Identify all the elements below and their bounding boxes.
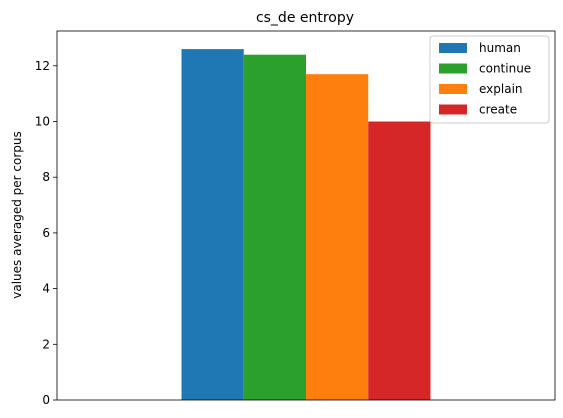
y-axis-label: values averaged per corpus bbox=[10, 131, 24, 299]
legend-swatch-continue bbox=[439, 63, 467, 74]
chart-title: cs_de entropy bbox=[256, 10, 354, 26]
y-tick-label: 8 bbox=[42, 170, 50, 184]
plot-frame bbox=[56, 30, 556, 401]
bars-group bbox=[181, 49, 431, 401]
legend-box bbox=[429, 35, 550, 124]
y-axis: 0 2 4 6 8 10 12 bbox=[35, 59, 57, 407]
y-tick-label: 0 bbox=[42, 393, 50, 407]
legend-label-create: create bbox=[479, 103, 517, 117]
bar-human bbox=[181, 49, 244, 400]
y-tick-label: 10 bbox=[35, 115, 50, 129]
y-tick-label: 6 bbox=[42, 226, 50, 240]
y-tick-label: 4 bbox=[42, 282, 50, 296]
bar-explain bbox=[306, 74, 369, 400]
legend-swatch-create bbox=[439, 104, 467, 115]
legend: human continue explain create bbox=[429, 35, 550, 124]
bar-continue bbox=[243, 54, 306, 401]
legend-label-continue: continue bbox=[479, 62, 531, 76]
legend-swatch-explain bbox=[439, 84, 467, 94]
bar-create bbox=[368, 121, 431, 401]
legend-label-human: human bbox=[479, 41, 521, 55]
legend-label-explain: explain bbox=[479, 82, 523, 96]
y-tick-label: 12 bbox=[35, 59, 50, 73]
legend-swatch-human bbox=[439, 43, 467, 53]
y-tick-label: 2 bbox=[42, 337, 50, 351]
